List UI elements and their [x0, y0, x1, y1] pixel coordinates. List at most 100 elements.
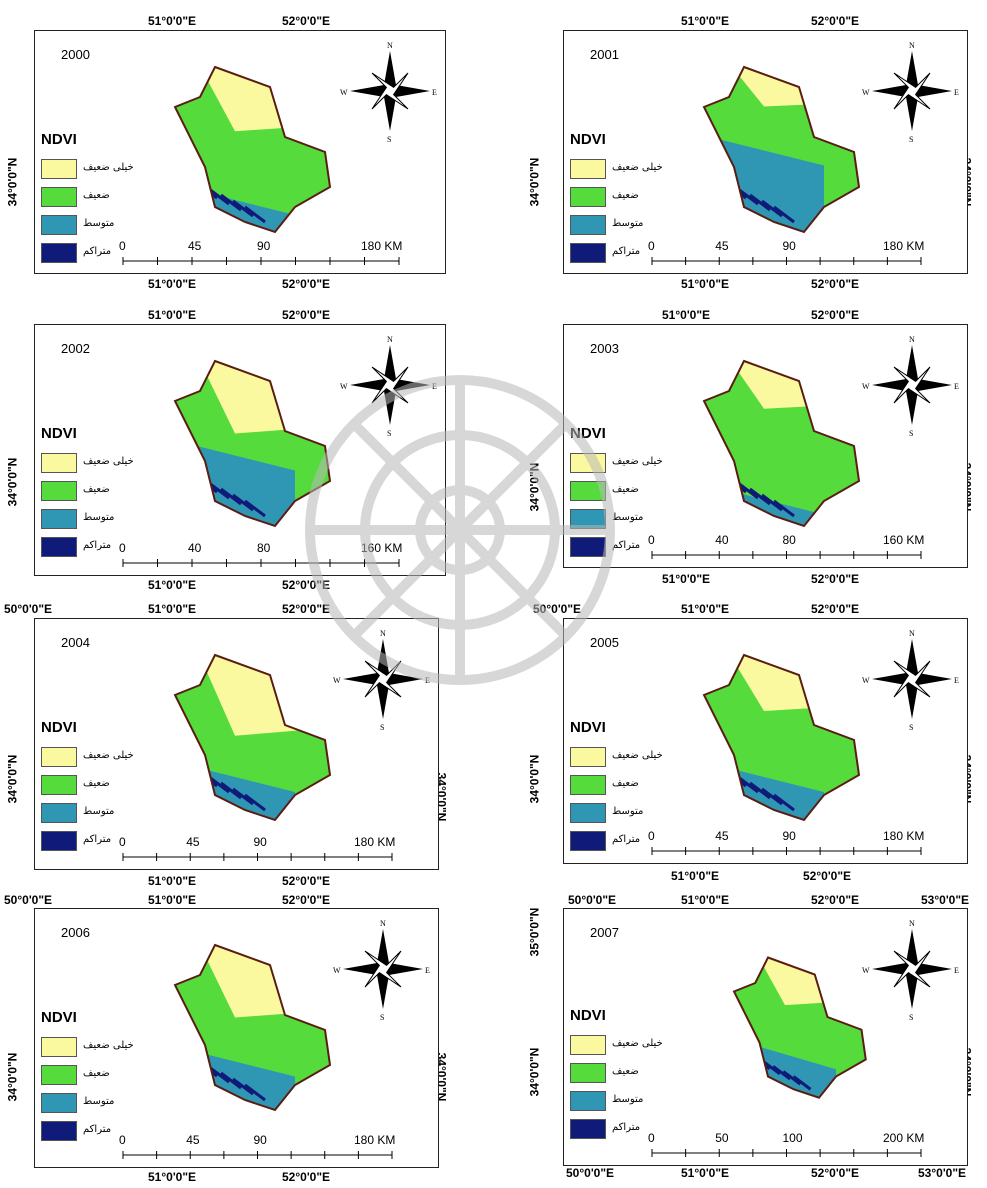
legend-swatch [41, 1093, 77, 1113]
legend-label: متوسط [612, 218, 644, 229]
scale-label: 80 [782, 533, 796, 547]
compass-s-label: S [909, 723, 913, 732]
lat-label: 34°0'0"N [527, 754, 542, 804]
lat-label: 34°0'0"N [527, 462, 542, 512]
compass-s-label: S [909, 135, 913, 144]
legend-label: متوسط [612, 806, 644, 817]
lat-label: 34°0'0"N [527, 157, 542, 207]
lon-label: 53°0'0"E [921, 893, 970, 907]
legend-swatch [570, 1119, 606, 1139]
legend-label: متراکم [612, 1122, 641, 1133]
legend-title: NDVI [41, 719, 77, 736]
map-canvas: N S E W [122, 919, 430, 1159]
legend-label: ضعیف [83, 190, 110, 201]
legend-label: متراکم [612, 834, 641, 845]
lon-label: 52°0'0"E [282, 308, 331, 322]
scale-label: 160 KM [361, 541, 403, 555]
compass-w-label: W [340, 382, 348, 391]
scale-label: 90 [253, 835, 267, 849]
legend-swatch [41, 803, 77, 823]
map-panel-2000: 2000 N S E W NDVI خیلی ضعیف ضعیف متوسط متراکم 0 45 9… [34, 30, 446, 274]
compass-w-label: W [862, 382, 870, 391]
legend-title: NDVI [570, 719, 606, 736]
ndvi-region [175, 67, 330, 232]
legend-swatch [41, 831, 77, 851]
legend-swatch [570, 803, 606, 823]
lon-label: 51°0'0"E [681, 14, 730, 28]
ndvi-region [704, 655, 859, 820]
map-panel-2002: 2002 N S E W NDVI خیلی ضعیف ضعیف متوسط متراکم 0 40 8… [34, 324, 446, 576]
lon-label: 51°0'0"E [681, 1166, 730, 1180]
scale-label: 0 [119, 239, 126, 253]
lon-label: 50°0'0"E [566, 1166, 615, 1180]
compass-w-label: W [862, 966, 870, 975]
lon-label: 52°0'0"E [282, 14, 331, 28]
region-outline [702, 65, 861, 234]
lon-label: 52°0'0"E [811, 1166, 860, 1180]
legend-swatch [570, 1063, 606, 1083]
legend-label: متراکم [83, 834, 112, 845]
north-arrow-icon [872, 51, 952, 131]
north-arrow-icon [343, 929, 423, 1009]
lon-label: 52°0'0"E [803, 869, 852, 883]
region-outline [173, 359, 332, 528]
legend-swatch [570, 747, 606, 767]
map-year-label: 2006 [61, 925, 90, 940]
region-outline [173, 653, 332, 822]
lon-label: 50°0'0"E [4, 893, 53, 907]
legend-label: ضعیف [612, 190, 639, 201]
scale-label: 45 [188, 239, 202, 253]
scale-label: 40 [715, 533, 729, 547]
scale-label: 180 KM [354, 1133, 396, 1147]
compass-e-label: E [432, 382, 437, 391]
map-year-label: 2003 [590, 341, 619, 356]
lon-label: 51°0'0"E [148, 308, 197, 322]
legend-swatch [41, 537, 77, 557]
ndvi-region [704, 361, 859, 526]
lon-label: 52°0'0"E [282, 277, 331, 291]
legend-label: خیلی ضعیف [83, 456, 134, 467]
legend-label: متراکم [83, 1124, 112, 1135]
legend-swatch [41, 215, 77, 235]
legend-label: ضعیف [612, 484, 639, 495]
map-panel-2007: 2007 N S E W NDVI خیلی ضعیف ضعیف متوسط متراکم 0 50 1… [563, 908, 968, 1166]
compass-e-label: E [954, 676, 959, 685]
lon-label: 51°0'0"E [148, 874, 197, 888]
scale-label: 50 [715, 1131, 729, 1145]
scale-label: 0 [119, 541, 126, 555]
legend-title: NDVI [570, 131, 606, 148]
legend-swatch [570, 1035, 606, 1055]
lon-label: 51°0'0"E [148, 602, 197, 616]
lat-label: 34°0'0"N [5, 157, 20, 207]
legend-swatch [570, 1091, 606, 1111]
region-outline [173, 65, 332, 234]
compass-w-label: W [862, 676, 870, 685]
legend-label: خیلی ضعیف [83, 162, 134, 173]
legend-swatch [41, 187, 77, 207]
map-year-label: 2007 [590, 925, 619, 940]
legend-swatch [41, 775, 77, 795]
scale-label: 180 KM [354, 835, 396, 849]
map-canvas: N S E W [651, 629, 959, 855]
lat-label: 34°0'0"N [527, 1047, 542, 1097]
legend-swatch [570, 481, 606, 501]
legend-label: ضعیف [612, 778, 639, 789]
compass-s-label: S [380, 723, 384, 732]
legend-title: NDVI [570, 1007, 606, 1024]
map-canvas: N S E W [122, 335, 437, 567]
legend-title: NDVI [41, 131, 77, 148]
compass-n-label: N [380, 919, 386, 928]
lon-label: 51°0'0"E [681, 602, 730, 616]
map-canvas: N S E W [122, 629, 430, 861]
compass-s-label: S [380, 1013, 384, 1022]
compass-s-label: S [387, 429, 391, 438]
region-outline [173, 943, 332, 1112]
scale-label: 160 KM [883, 533, 925, 547]
map-panel-2004: 2004 N S E W NDVI خیلی ضعیف ضعیف متوسط متراکم 0 45 9… [34, 618, 439, 870]
lon-label: 51°0'0"E [148, 893, 197, 907]
ndvi-region [175, 655, 330, 820]
compass-s-label: S [909, 429, 913, 438]
legend-swatch [41, 243, 77, 263]
region-outline [702, 359, 861, 528]
ndvi-region [704, 67, 859, 232]
